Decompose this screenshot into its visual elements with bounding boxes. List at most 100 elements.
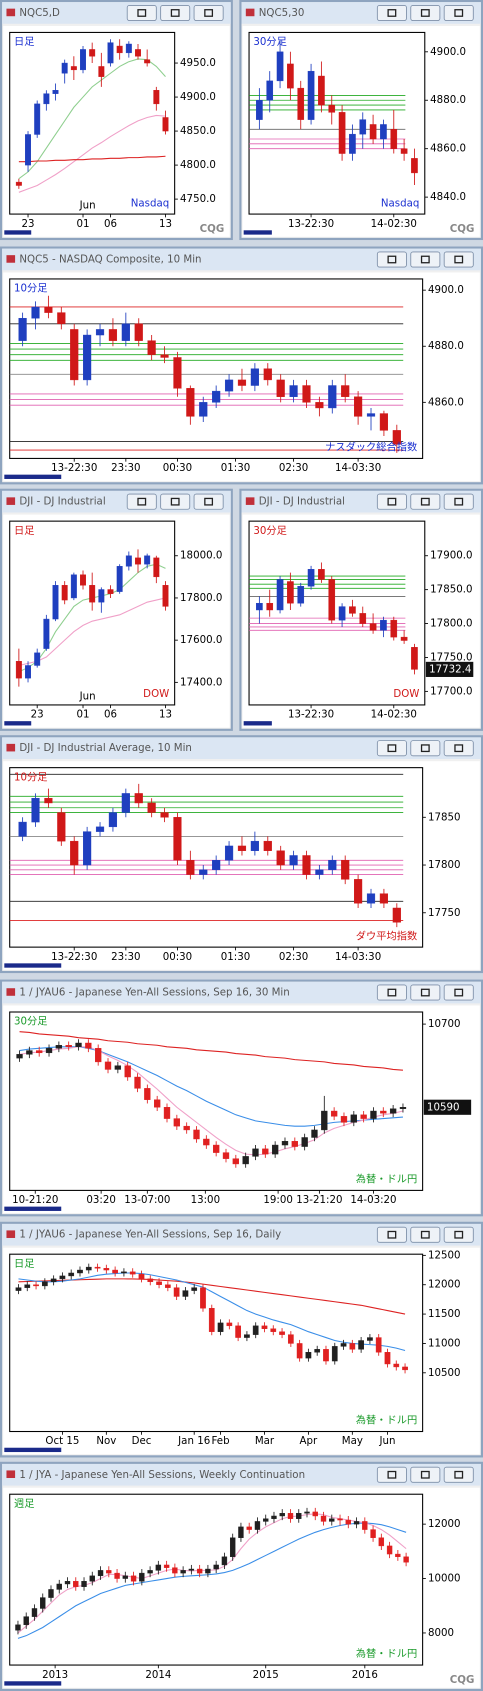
- y-tick-label: 4800.0: [180, 159, 216, 171]
- price-tag: [423, 1099, 472, 1115]
- minimize-button[interactable]: [376, 493, 407, 510]
- maximize-button[interactable]: [160, 4, 191, 21]
- candle-body: [318, 569, 325, 580]
- candle-body: [393, 1363, 400, 1368]
- candle-body: [135, 557, 141, 565]
- candle-body: [242, 1156, 249, 1165]
- candle-body: [287, 1334, 294, 1344]
- chart-window: NQC5 - NASDAQ Composite, 10 Min 4860.0 488…: [0, 246, 483, 485]
- candle-body: [261, 1325, 268, 1329]
- candle-body: [403, 1556, 409, 1563]
- candle-body: [104, 1061, 112, 1070]
- candle-body: [26, 1050, 33, 1055]
- candle-body: [112, 1269, 118, 1274]
- maximize-button[interactable]: [410, 1466, 441, 1483]
- candle-body: [353, 1521, 360, 1525]
- candle-body: [399, 1107, 407, 1109]
- candle-body: [237, 845, 247, 851]
- y-tick-label: 4880.0: [428, 340, 464, 352]
- x-tick-label: 13-07:00: [124, 1194, 170, 1206]
- candle-body: [75, 1042, 82, 1047]
- close-button[interactable]: [443, 1226, 474, 1243]
- minimize-button[interactable]: [126, 493, 157, 510]
- minimize-button[interactable]: [376, 251, 407, 268]
- minimize-button[interactable]: [376, 740, 407, 757]
- x-tick-label: 10-21:20: [12, 1194, 58, 1206]
- candle-body: [392, 430, 401, 445]
- candle-body: [200, 1287, 206, 1309]
- candle-body: [238, 1526, 244, 1538]
- candle-body: [312, 1511, 318, 1517]
- y-tick-label: 8000: [428, 1627, 454, 1639]
- candle-body: [50, 1278, 57, 1283]
- chart-window: 1 / JYAU6 - Japanese Yen-All Sessions, S…: [0, 1221, 483, 1458]
- candle-body: [411, 647, 418, 670]
- candle-body: [329, 1518, 335, 1522]
- brand-logo: CQG: [200, 223, 225, 235]
- maximize-button[interactable]: [410, 740, 441, 757]
- window-icon: [6, 497, 16, 505]
- candle-body: [331, 1346, 338, 1362]
- minimize-button[interactable]: [376, 984, 407, 1001]
- x-tick-label: 2016: [352, 1669, 378, 1681]
- maximize-button[interactable]: [160, 493, 191, 510]
- maximize-button[interactable]: [410, 984, 441, 1001]
- candle-body: [263, 840, 272, 851]
- candle-body: [366, 413, 376, 417]
- close-button[interactable]: [443, 1466, 474, 1483]
- close-button[interactable]: [443, 251, 474, 268]
- candle-body: [173, 1287, 180, 1297]
- y-tick-label: 4860.0: [428, 396, 464, 408]
- maximize-button[interactable]: [410, 251, 441, 268]
- x-tick-label: 14-02:30: [371, 218, 417, 230]
- candle-body: [89, 1575, 95, 1582]
- minimize-button[interactable]: [376, 1466, 407, 1483]
- candle-body: [307, 569, 315, 587]
- candle-body: [287, 1513, 294, 1519]
- candle-body: [212, 390, 221, 403]
- x-tick-label: 14-02:30: [371, 709, 417, 721]
- close-button[interactable]: [443, 984, 474, 1001]
- y-tick-label: 4900.0: [430, 46, 466, 58]
- minimize-button[interactable]: [376, 1226, 407, 1243]
- close-button[interactable]: [193, 493, 224, 510]
- window-icon: [6, 255, 16, 263]
- maximize-button[interactable]: [410, 1226, 441, 1243]
- brand-logo: CQG: [450, 1674, 475, 1686]
- close-button[interactable]: [443, 4, 474, 21]
- plot-area: [9, 278, 424, 459]
- candle-body: [208, 1307, 215, 1332]
- plot-area: [9, 1493, 424, 1666]
- x-tick-label: 02:30: [279, 951, 309, 963]
- candle-body: [296, 1513, 302, 1519]
- candle-body: [121, 793, 130, 813]
- candle-body: [375, 1337, 382, 1353]
- window-title: 1 / JYAU6 - Japanese Yen-All Sessions, S…: [19, 987, 289, 999]
- candle-body: [108, 329, 118, 341]
- minimize-glyph: [387, 9, 397, 17]
- candle-body: [271, 1515, 277, 1519]
- candle-body: [89, 585, 96, 603]
- x-tick-label: 13-22:30: [288, 218, 334, 230]
- minimize-button[interactable]: [376, 4, 407, 21]
- candle-body: [256, 602, 263, 611]
- candle-body: [328, 385, 337, 409]
- x-tick-label: 01:30: [221, 951, 251, 963]
- candle-body: [16, 1054, 23, 1059]
- maximize-button[interactable]: [410, 4, 441, 21]
- y-tick-label: 17750: [428, 907, 461, 919]
- plot-content: [9, 295, 404, 453]
- close-button[interactable]: [193, 4, 224, 21]
- plot-content: [249, 562, 418, 675]
- maximize-button[interactable]: [410, 493, 441, 510]
- candle-body: [124, 1065, 131, 1078]
- close-button[interactable]: [443, 493, 474, 510]
- period-label: 30分足: [14, 1016, 47, 1028]
- candle-body: [125, 43, 132, 54]
- close-button[interactable]: [443, 740, 474, 757]
- plot-content: [15, 39, 169, 193]
- candle-body: [217, 1322, 224, 1332]
- minimize-button[interactable]: [126, 4, 157, 21]
- candle-body: [340, 1116, 348, 1123]
- x-tick-label: 06: [104, 218, 117, 230]
